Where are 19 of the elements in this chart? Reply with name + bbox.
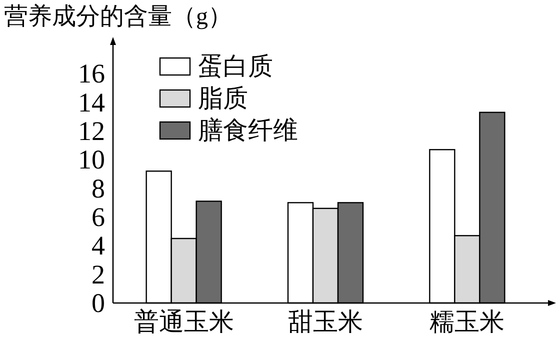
- legend-label: 蛋白质: [198, 54, 273, 80]
- legend-item: 脂质: [159, 86, 248, 112]
- x-tick-label: 糯玉米: [430, 309, 505, 336]
- y-axis-title: 营养成分的含量（g）: [4, 3, 232, 30]
- legend-item: 膳食纤维: [159, 118, 298, 144]
- y-tick-label: 2: [92, 259, 105, 290]
- y-tick-label: 6: [92, 202, 105, 232]
- x-tick-label: 普通玉米: [134, 308, 234, 336]
- y-tick-label: 0: [92, 288, 105, 318]
- y-tick-label: 10: [78, 144, 105, 175]
- legend-label: 膳食纤维: [198, 116, 298, 144]
- y-tick-label: 4: [92, 230, 106, 261]
- y-tick-label: 14: [78, 87, 106, 118]
- y-tick-label: 8: [92, 173, 105, 204]
- legend-label: 脂质: [198, 86, 248, 112]
- y-tick-label: 16: [78, 58, 105, 89]
- y-tick-label: 12: [78, 116, 105, 146]
- x-tick-label: 甜玉米: [288, 309, 363, 336]
- legend-item: 蛋白质: [159, 54, 273, 80]
